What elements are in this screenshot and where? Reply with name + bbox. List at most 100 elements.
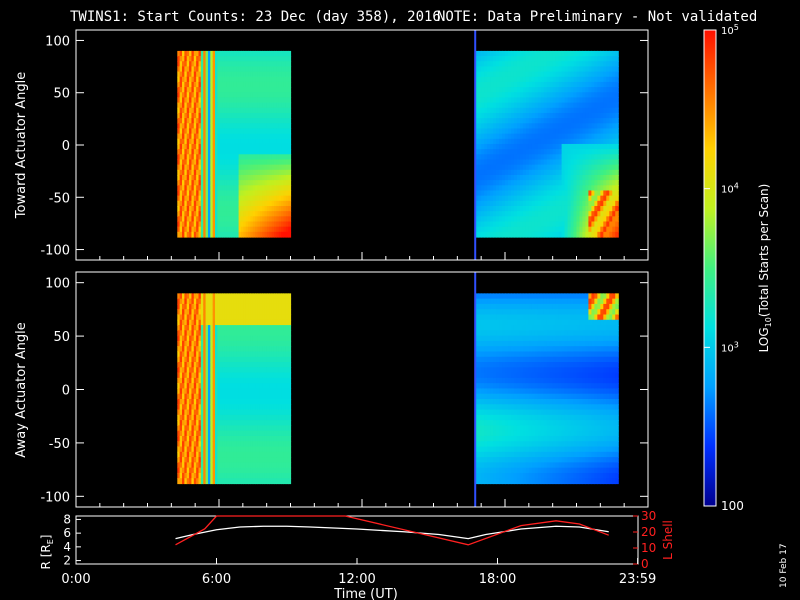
toward-heatmap-cell	[549, 107, 554, 114]
toward-heatmap-cell	[248, 143, 252, 150]
toward-heatmap-cell	[540, 149, 545, 155]
toward-heatmap-cell	[588, 226, 592, 233]
toward-heatmap-cell	[222, 87, 226, 93]
toward-heatmap-cell	[507, 97, 512, 104]
toward-heatmap-cell	[238, 159, 242, 166]
toward-heatmap-cell	[217, 118, 221, 124]
away-heatmap-cell	[236, 330, 240, 337]
away-heatmap-cell	[191, 314, 195, 321]
toward-heatmap-cell	[217, 76, 221, 83]
toward-heatmap-cell	[224, 71, 228, 78]
away-heatmap-cell	[243, 398, 247, 405]
away-heatmap-cell	[193, 351, 197, 358]
toward-heatmap-cell	[564, 66, 569, 73]
toward-heatmap-cell	[534, 174, 539, 181]
toward-heatmap-cell	[184, 61, 188, 68]
toward-heatmap-cell	[226, 185, 230, 192]
toward-heatmap-cell	[534, 205, 539, 212]
toward-heatmap-cell	[184, 107, 188, 114]
toward-heatmap-cell	[570, 81, 575, 88]
toward-heatmap-cell	[281, 200, 285, 207]
toward-heatmap-cell	[196, 174, 200, 181]
toward-heatmap-cell	[588, 81, 592, 88]
away-heatmap-cell	[210, 377, 214, 384]
away-heatmap-cell	[179, 293, 183, 300]
toward-heatmap-cell	[259, 149, 263, 155]
toward-heatmap-cell	[591, 143, 595, 150]
toward-heatmap-cell	[236, 221, 240, 228]
toward-heatmap-cell	[245, 190, 249, 197]
toward-heatmap-cell	[576, 66, 581, 73]
away-heatmap-cell	[257, 330, 261, 337]
away-heatmap-cell	[217, 362, 221, 368]
toward-heatmap-cell	[558, 169, 563, 176]
away-heatmap-cell	[269, 441, 273, 448]
toward-heatmap-cell	[281, 87, 285, 93]
toward-heatmap-cell	[496, 154, 500, 161]
toward-heatmap-cell	[573, 211, 578, 217]
away-heatmap-cell	[245, 420, 249, 427]
toward-heatmap-cell	[243, 133, 247, 140]
toward-heatmap-cell	[546, 216, 551, 223]
away-heatmap-cell	[243, 478, 247, 485]
toward-heatmap-cell	[507, 66, 512, 73]
toward-heatmap-cell	[217, 112, 221, 119]
toward-heatmap-cell	[588, 185, 592, 192]
toward-heatmap-cell	[248, 185, 252, 192]
toward-heatmap-cell	[278, 216, 282, 223]
away-heatmap-cell	[177, 478, 181, 485]
toward-heatmap-cell	[600, 118, 604, 124]
away-heatmap-cell	[259, 356, 263, 363]
away-heatmap-cell	[271, 377, 275, 384]
toward-heatmap-cell	[278, 226, 282, 233]
toward-heatmap-cell	[264, 143, 268, 150]
toward-heatmap-cell	[510, 226, 515, 233]
away-heatmap-cell	[255, 435, 259, 442]
toward-heatmap-cell	[564, 200, 569, 207]
toward-heatmap-cell	[615, 118, 619, 124]
toward-heatmap-cell	[269, 211, 273, 217]
away-heatmap-cell	[266, 356, 270, 363]
away-heatmap-cell	[231, 446, 235, 453]
away-heatmap-cell	[238, 462, 242, 469]
toward-heatmap-cell	[191, 200, 195, 207]
away-heatmap-cell	[222, 425, 226, 432]
toward-heatmap-cell	[552, 128, 557, 135]
toward-heatmap-cell	[543, 66, 548, 73]
away-heatmap-cell	[243, 335, 247, 342]
away-heatmap-cell	[210, 314, 214, 321]
toward-heatmap-cell	[250, 107, 254, 114]
toward-heatmap-cell	[481, 231, 485, 238]
toward-heatmap-cell	[243, 56, 247, 62]
toward-heatmap-cell	[516, 56, 521, 62]
away-heatmap-cell	[219, 356, 223, 363]
toward-heatmap-cell	[546, 159, 551, 166]
away-heatmap-cell	[217, 451, 221, 458]
away-heatmap-cell	[189, 478, 193, 485]
away-heatmap-cell	[193, 293, 197, 300]
away-heatmap-cell	[182, 383, 185, 390]
toward-heatmap-cell	[215, 190, 218, 197]
toward-heatmap-cell	[490, 216, 494, 223]
toward-heatmap-cell	[496, 149, 500, 155]
toward-heatmap-cell	[594, 76, 598, 83]
toward-heatmap-cell	[522, 164, 527, 171]
away-heatmap-cell	[179, 404, 183, 411]
away-heatmap-cell	[248, 351, 252, 358]
away-heatmap-cell	[269, 367, 273, 374]
toward-heatmap-cell	[558, 50, 563, 57]
toward-heatmap-cell	[475, 97, 479, 104]
toward-heatmap-cell	[579, 66, 584, 73]
away-heatmap-cell	[203, 372, 207, 379]
toward-heatmap-cell	[534, 149, 539, 155]
toward-heatmap-cell	[233, 112, 237, 119]
away-heatmap-cell	[203, 435, 207, 442]
toward-heatmap-cell	[219, 97, 223, 104]
away-heatmap-cell	[222, 330, 226, 337]
toward-heatmap-cell	[207, 149, 211, 155]
toward-heatmap-cell	[510, 221, 515, 228]
toward-heatmap-cell	[496, 97, 500, 104]
away-heatmap-cell	[217, 441, 221, 448]
toward-heatmap-cell	[191, 107, 195, 114]
toward-heatmap-cell	[212, 200, 216, 207]
